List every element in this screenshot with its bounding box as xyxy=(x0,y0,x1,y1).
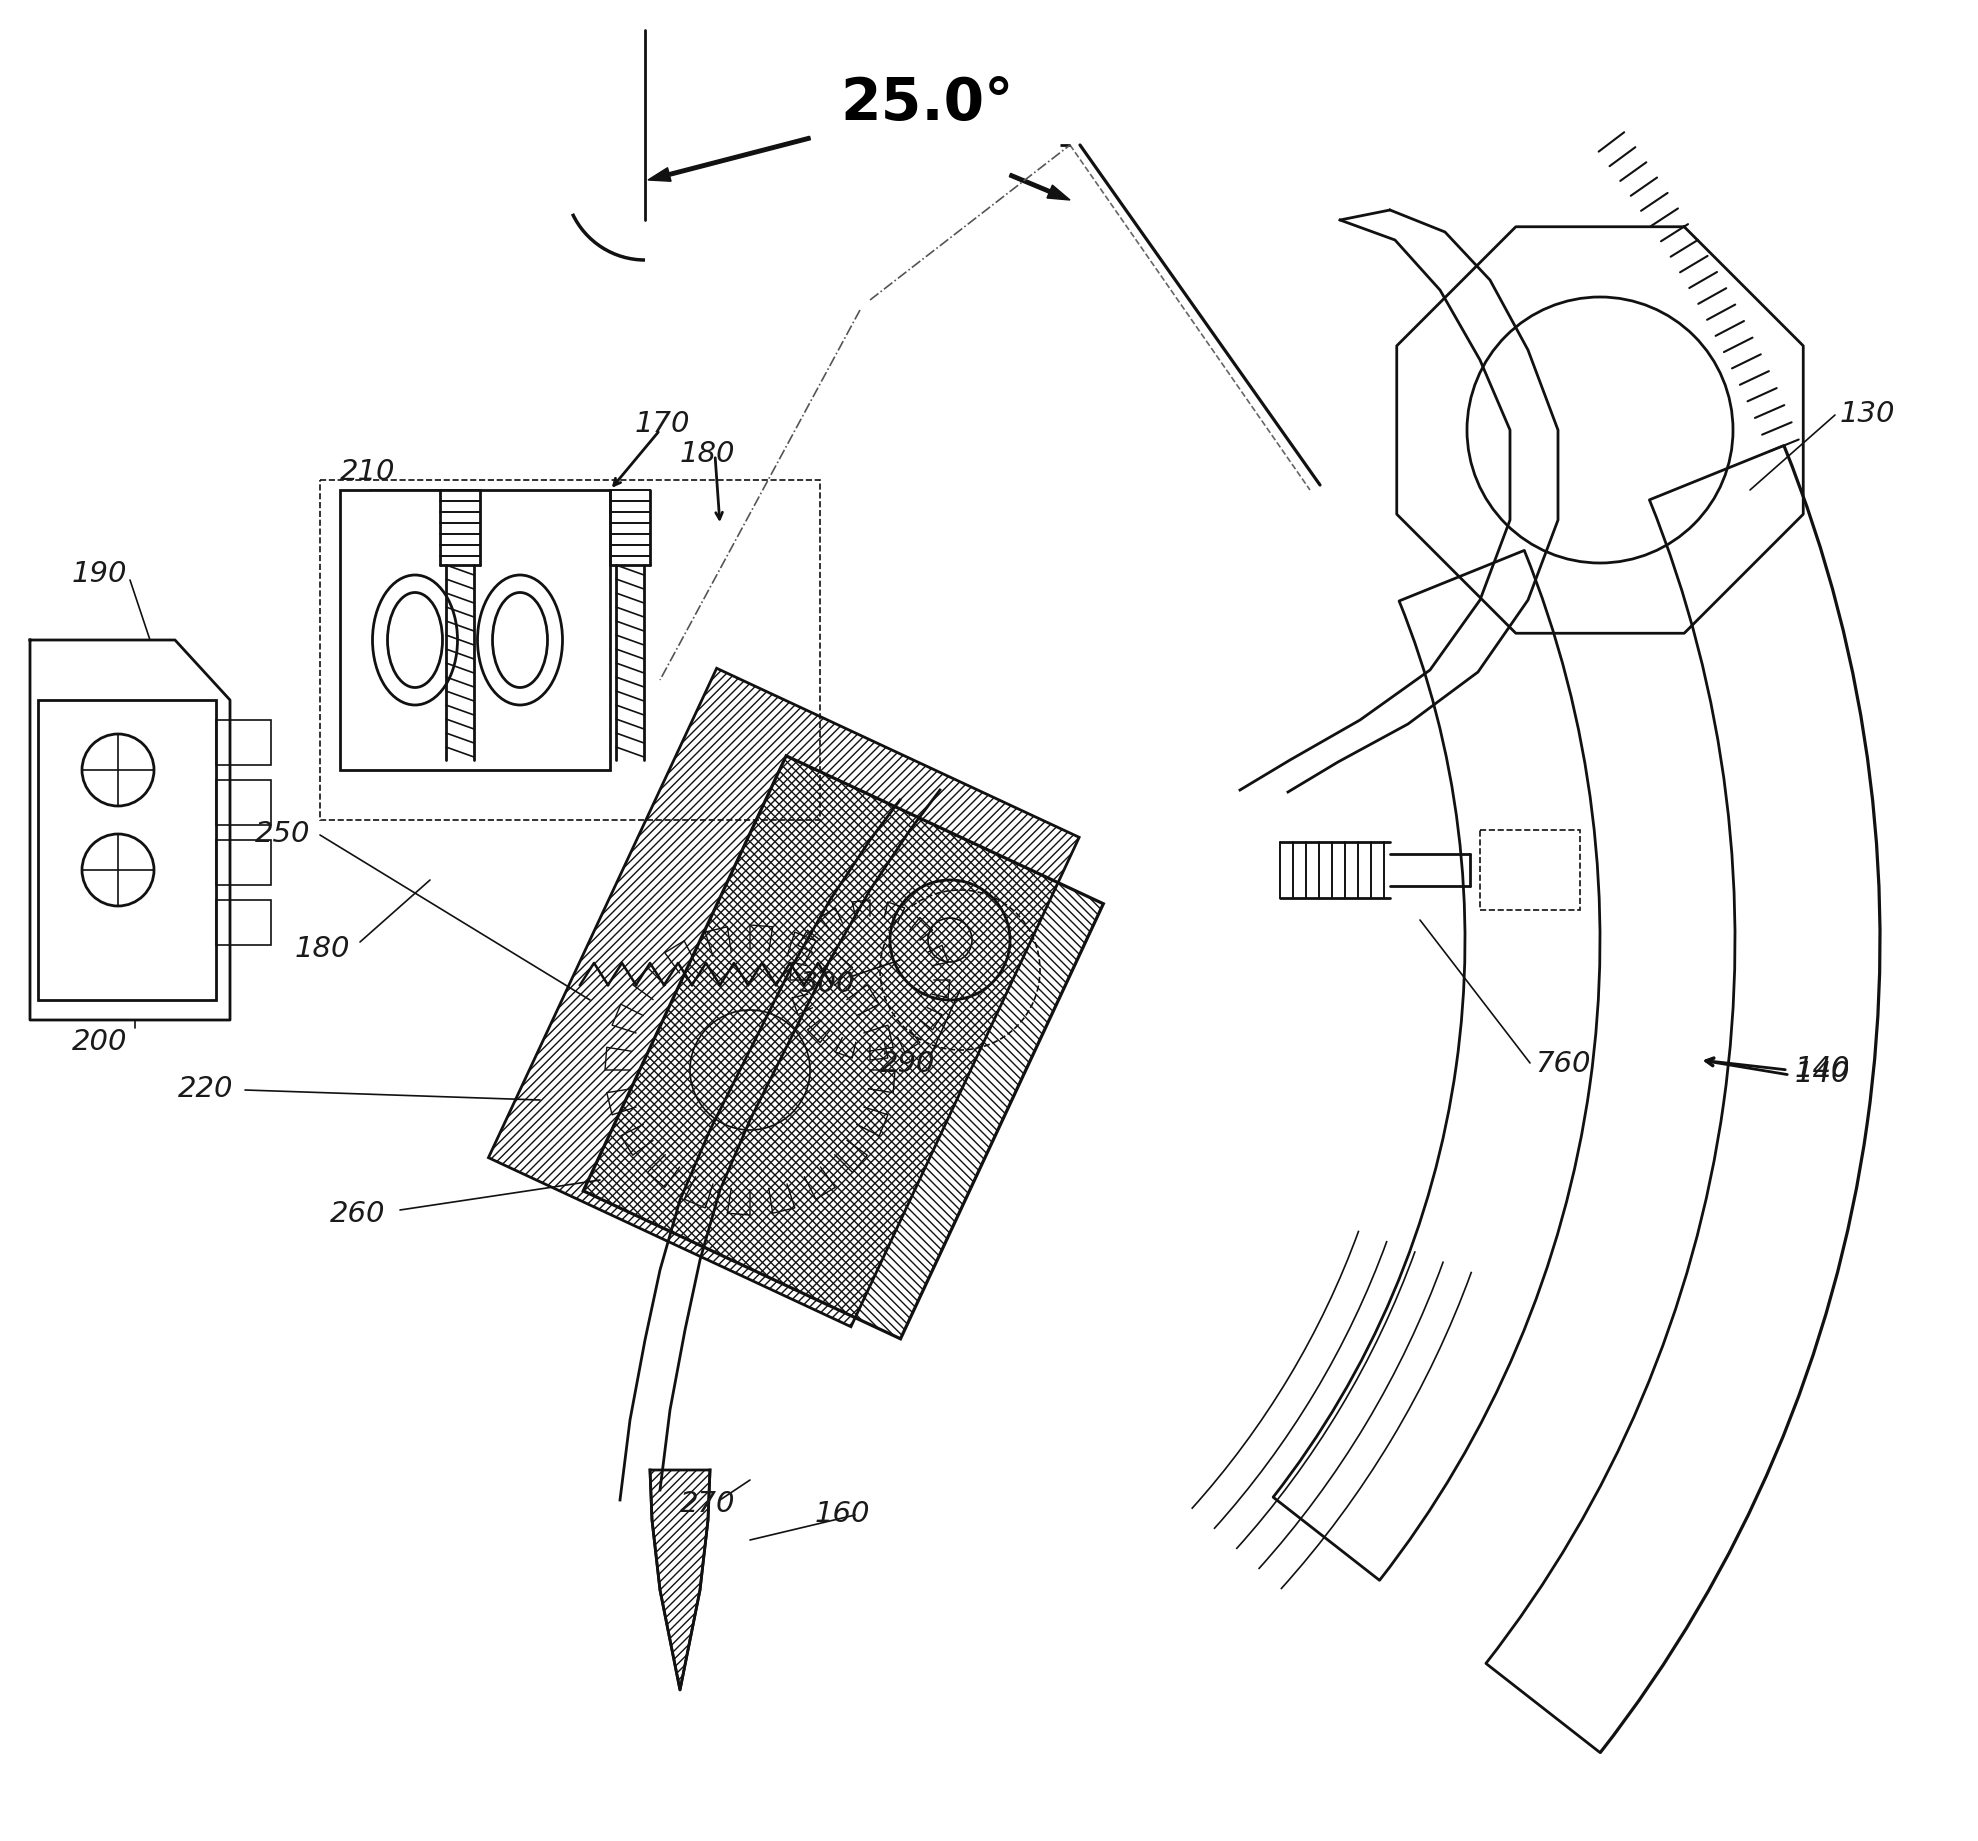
Bar xyxy=(216,720,271,766)
Text: 210: 210 xyxy=(340,458,396,486)
Text: 180: 180 xyxy=(295,935,350,963)
FancyArrow shape xyxy=(1009,173,1070,201)
Bar xyxy=(216,900,271,944)
Bar xyxy=(216,781,271,825)
Text: 220: 220 xyxy=(178,1075,233,1103)
Text: 300: 300 xyxy=(799,970,856,998)
Bar xyxy=(216,839,271,886)
Text: 190: 190 xyxy=(71,560,127,587)
Text: 140: 140 xyxy=(1794,1055,1851,1083)
Bar xyxy=(1480,830,1580,909)
Bar xyxy=(38,700,216,1000)
Text: 290: 290 xyxy=(880,1049,936,1079)
Text: 25.0°: 25.0° xyxy=(841,75,1013,133)
Text: 250: 250 xyxy=(255,819,311,849)
Bar xyxy=(320,481,821,819)
Text: 140: 140 xyxy=(1794,1060,1851,1088)
Text: 260: 260 xyxy=(330,1200,386,1228)
Text: 130: 130 xyxy=(1840,399,1895,427)
Text: 170: 170 xyxy=(635,411,690,438)
Text: 760: 760 xyxy=(1535,1049,1590,1079)
Text: 180: 180 xyxy=(680,440,736,468)
Text: 160: 160 xyxy=(815,1500,870,1528)
FancyArrow shape xyxy=(649,136,811,180)
Text: 270: 270 xyxy=(680,1489,736,1519)
Bar xyxy=(340,490,609,770)
Text: 200: 200 xyxy=(71,1027,127,1057)
